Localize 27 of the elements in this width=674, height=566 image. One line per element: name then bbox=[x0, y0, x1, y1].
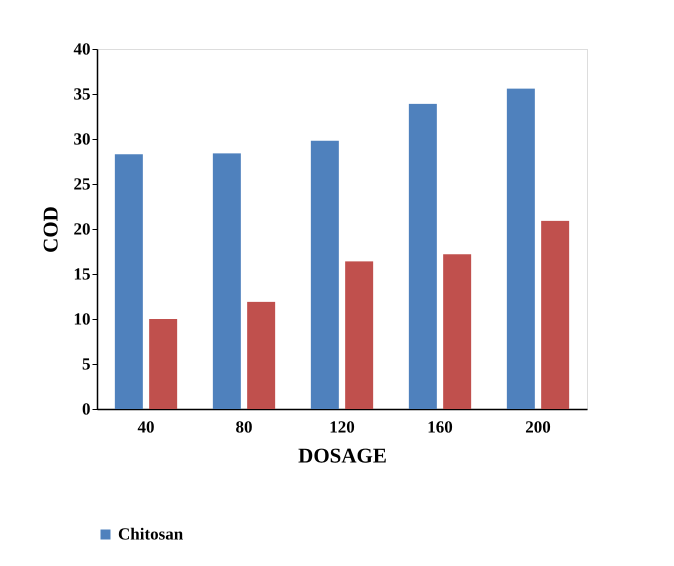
x-tick-label: 80 bbox=[236, 418, 252, 436]
bar bbox=[247, 302, 276, 409]
x-tick-label: 160 bbox=[427, 418, 453, 436]
x-tick-label: 40 bbox=[138, 418, 154, 436]
bar bbox=[114, 154, 143, 409]
bar bbox=[149, 319, 178, 409]
bar bbox=[212, 153, 241, 409]
bar bbox=[541, 220, 570, 409]
y-tick-label: 40 bbox=[74, 40, 90, 58]
bar bbox=[408, 104, 437, 409]
x-tick-label: 120 bbox=[329, 418, 355, 436]
bar bbox=[443, 254, 472, 409]
x-tick-label: 200 bbox=[525, 418, 551, 436]
y-tick-label: 25 bbox=[74, 174, 90, 194]
y-tick-label: 0 bbox=[82, 400, 90, 418]
y-axis-title: COD bbox=[38, 206, 62, 253]
y-tick-label: 30 bbox=[74, 130, 90, 148]
y-tick-label: 10 bbox=[74, 310, 90, 328]
y-tick-label: 20 bbox=[74, 220, 90, 238]
bar bbox=[506, 88, 535, 409]
legend-label: Chitosan bbox=[118, 524, 184, 544]
y-tick-label: 5 bbox=[82, 354, 90, 374]
y-tick-label: 35 bbox=[74, 84, 90, 104]
y-tick-label: 15 bbox=[74, 264, 90, 284]
bar bbox=[310, 140, 339, 409]
bar bbox=[345, 261, 374, 409]
x-axis-title: DOSAGE bbox=[298, 444, 387, 468]
